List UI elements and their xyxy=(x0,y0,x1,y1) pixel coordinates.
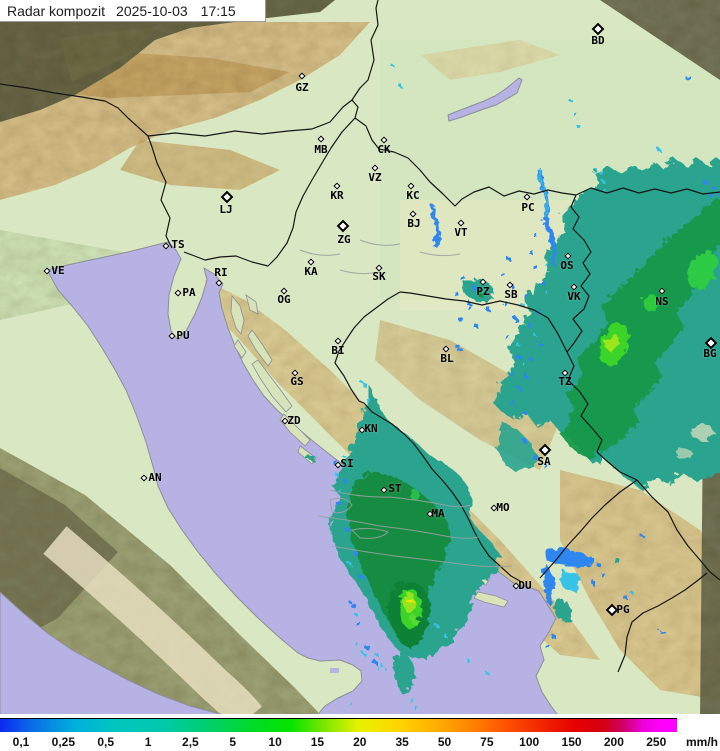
scale-label-35: 35 xyxy=(395,735,409,749)
station-label-BD: BD xyxy=(591,34,605,47)
station-label-RI: RI xyxy=(214,266,228,279)
scale-label-0_25: 0,25 xyxy=(51,735,76,749)
station-label-PG: PG xyxy=(616,603,630,616)
title-bar: Radar kompozit 2025-10-03 17:15 xyxy=(0,0,266,22)
station-label-PU: PU xyxy=(176,329,190,342)
station-label-GZ: GZ xyxy=(295,81,309,94)
station-label-SK: SK xyxy=(372,270,386,283)
station-label-PA: PA xyxy=(182,286,196,299)
radar-composite-map xyxy=(0,0,720,718)
composite-date: 2025-10-03 xyxy=(116,2,188,19)
county-borders xyxy=(299,239,513,568)
station-label-BG: BG xyxy=(703,347,717,360)
scale-label-200: 200 xyxy=(603,735,624,749)
station-label-OG: OG xyxy=(277,293,291,306)
station-label-PC: PC xyxy=(521,201,535,214)
scale-label-2_5: 2,5 xyxy=(182,735,199,749)
station-label-GS: GS xyxy=(290,375,304,388)
station-label-TS: TS xyxy=(171,238,185,251)
scale-label-1: 1 xyxy=(144,735,152,749)
scale-label-250: 250 xyxy=(646,735,667,749)
station-label-ZG: ZG xyxy=(337,233,351,246)
scale-label-10: 10 xyxy=(268,735,282,749)
station-label-BI: BI xyxy=(331,344,345,357)
scale-label-150: 150 xyxy=(561,735,582,749)
station-label-BL: BL xyxy=(440,352,454,365)
scale-label-0_1: 0,1 xyxy=(12,735,30,749)
scale-label-20: 20 xyxy=(353,735,367,749)
station-label-CK: CK xyxy=(377,143,391,156)
scale-label-0_5: 0,5 xyxy=(97,735,115,749)
radar-echo-layer xyxy=(305,62,720,715)
station-label-AN: AN xyxy=(148,471,162,484)
station-label-KA: KA xyxy=(304,265,318,278)
gargano-lake xyxy=(330,668,339,673)
station-label-KN: KN xyxy=(364,422,378,435)
station-label-VZ: VZ xyxy=(368,171,382,184)
lake-balaton xyxy=(447,77,523,122)
station-label-DU: DU xyxy=(518,579,532,592)
station-label-SI: SI xyxy=(340,457,354,470)
station-label-MB: MB xyxy=(314,143,328,156)
station-label-BJ: BJ xyxy=(407,217,421,230)
intensity-color-gradient xyxy=(0,718,677,732)
country-borders xyxy=(0,0,720,673)
station-label-TZ: TZ xyxy=(558,375,572,388)
station-label-VK: VK xyxy=(567,290,581,303)
station-label-SA: SA xyxy=(537,455,551,468)
station-label-ZD: ZD xyxy=(287,414,301,427)
intensity-unit-label: mm/h xyxy=(685,735,718,749)
station-label-MA: MA xyxy=(431,507,445,520)
scale-label-100: 100 xyxy=(519,735,540,749)
station-label-VE: VE xyxy=(51,264,65,277)
scale-label-50: 50 xyxy=(437,735,452,749)
station-label-MO: MO xyxy=(496,501,510,514)
radar-range-arc xyxy=(43,526,262,718)
station-label-KR: KR xyxy=(330,189,344,202)
station-label-KC: KC xyxy=(406,189,420,202)
station-label-ST: ST xyxy=(388,482,402,495)
scale-label-5: 5 xyxy=(229,735,237,749)
scale-label-75: 75 xyxy=(480,735,494,749)
tyrrhenian-sea xyxy=(0,591,237,718)
scale-label-15: 15 xyxy=(310,735,325,749)
station-label-SB: SB xyxy=(504,288,518,301)
station-label-LJ: LJ xyxy=(219,203,233,216)
station-label-PZ: PZ xyxy=(476,285,490,298)
intensity-scale-bar: 0,1 0,25 0,5 1 2,5 5 10 15 20 35 50 75 100 150 200 250 … xyxy=(0,714,720,751)
app-title: Radar kompozit xyxy=(7,2,106,19)
composite-time: 17:15 xyxy=(200,2,236,19)
station-label-VT: VT xyxy=(454,226,468,239)
station-label-NS: NS xyxy=(655,295,669,308)
station-label-OS: OS xyxy=(560,259,574,272)
